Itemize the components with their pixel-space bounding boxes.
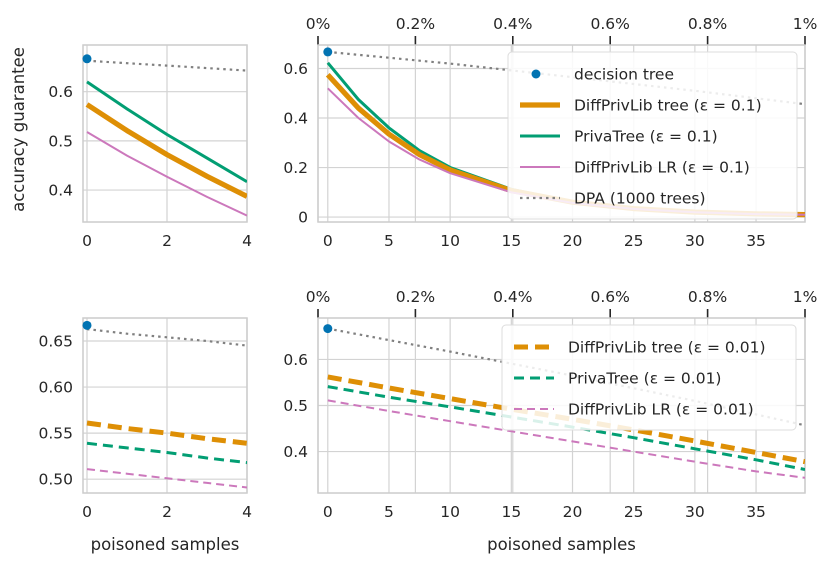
y-tick-label: 0.65 [38, 333, 73, 351]
top-tick-label: 0% [306, 15, 331, 33]
top-tick-label: 0.2% [396, 15, 435, 33]
x-tick-label: 35 [746, 232, 766, 250]
x-tick-label: 0 [323, 232, 333, 250]
series-diffprivlib-lr-eps-0-01 [327, 399, 805, 479]
y-tick-label: 0.6 [48, 83, 73, 101]
x-axis-label: poisoned samples [487, 535, 636, 554]
legend-label: DPA (1000 trees) [574, 190, 706, 208]
legend-item-privatree-eps-0-01: PrivaTree (ε = 0.01) [514, 370, 721, 388]
y-tick-label: 0.4 [283, 443, 308, 461]
x-tick-label: 35 [746, 503, 766, 521]
x-tick-label: 10 [440, 503, 460, 521]
x-tick-label: 15 [501, 232, 521, 250]
legend-item-diffprivlib-lr-eps-0-01: DiffPrivLib LR (ε = 0.01) [514, 401, 754, 419]
top-tick-label: 0% [306, 288, 331, 306]
top-tick-label: 0.2% [396, 288, 435, 306]
plot-frame [317, 44, 806, 223]
y-tick-label: 0 [298, 209, 308, 227]
x-tick-label: 2 [162, 503, 172, 521]
x-tick-label: 4 [242, 503, 252, 521]
x-tick-label: 4 [242, 232, 252, 250]
x-tick-label: 25 [624, 232, 644, 250]
top-tick-label: 1% [793, 288, 818, 306]
plot-frame [317, 317, 806, 494]
legend-item-diffprivlib-lr-eps-0-1: DiffPrivLib LR (ε = 0.1) [520, 159, 750, 177]
x-tick-label: 5 [384, 503, 394, 521]
legend: decision tree DiffPrivLib tree (ε = 0.1) P… [507, 51, 798, 220]
decision-tree-marker [82, 54, 92, 64]
top-tick-label: 0.4% [493, 288, 532, 306]
decision-tree-marker [82, 320, 92, 330]
y-axis-label: accuracy guarantee [9, 47, 28, 212]
legend-item-diffprivlib-tree-eps-0-1: DiffPrivLib tree (ε = 0.1) [520, 97, 762, 115]
legend-label: PrivaTree (ε = 0.1) [574, 128, 718, 146]
y-tick-label: 0.2 [283, 159, 308, 177]
y-tick-label: 0.60 [38, 379, 73, 397]
panel-bottom-right: 0% 0.2% 0.4% 0.6% 0.8% 1% 0 5 10 15 20 25 30 35 0.4 0.5… [283, 288, 817, 554]
legend-label: DiffPrivLib tree (ε = 0.01) [568, 339, 766, 357]
x-tick-label: 0 [323, 503, 333, 521]
series-privatree-eps-0-1 [86, 80, 247, 183]
legend-item-diffprivlib-tree-eps-0-01: DiffPrivLib tree (ε = 0.01) [514, 339, 766, 357]
top-tick-label: 0.4% [493, 15, 532, 33]
decision-tree-marker [323, 324, 333, 334]
top-tick-label: 1% [793, 15, 818, 33]
x-tick-label: 0 [82, 232, 92, 250]
legend-label: DiffPrivLib tree (ε = 0.1) [574, 97, 762, 115]
top-tick-label: 0.6% [591, 288, 630, 306]
legend-box [507, 51, 798, 220]
y-tick-label: 0.4 [283, 110, 308, 128]
x-tick-label: 5 [384, 232, 394, 250]
panel-top-left: 0 2 4 0.4 0.5 0.6 accuracy guarantee [9, 44, 252, 250]
decision-tree-marker [323, 47, 333, 57]
top-tick-label: 0.8% [688, 15, 727, 33]
x-tick-label: 15 [501, 503, 521, 521]
series-dpa-1000-trees [86, 328, 247, 347]
x-tick-label: 20 [563, 503, 583, 521]
series-privatree-eps-0-01 [86, 441, 247, 465]
legend-item-privatree-eps-0-1: PrivaTree (ε = 0.1) [520, 128, 718, 146]
x-tick-label: 2 [162, 232, 172, 250]
legend-label: DiffPrivLib LR (ε = 0.1) [574, 159, 750, 177]
legend: DiffPrivLib tree (ε = 0.01) PrivaTree (ε … [501, 324, 797, 431]
y-tick-label: 0.6 [283, 60, 308, 78]
x-tick-label: 30 [685, 503, 705, 521]
panel-bottom-left: 0 2 4 0.50 0.55 0.60 0.65 poisoned samples [38, 317, 252, 554]
series-diffprivlib-lr-eps-0-1 [86, 131, 247, 217]
x-tick-label: 0 [82, 503, 92, 521]
legend-label: decision tree [574, 66, 674, 84]
series-dpa-1000-trees [86, 59, 247, 72]
panel-top-right: 0% 0.2% 0.4% 0.6% 0.8% 1% 0 5 10 15 20 25 30 35 0 0.2 0.… [283, 15, 817, 250]
y-tick-label: 0.6 [283, 351, 308, 369]
legend-item-dpa-1000-trees: DPA (1000 trees) [520, 190, 706, 208]
x-tick-label: 30 [685, 232, 705, 250]
y-tick-label: 0.55 [38, 425, 73, 443]
top-tick-label: 0.6% [591, 15, 630, 33]
y-tick-label: 0.4 [48, 182, 73, 200]
plot-frame [82, 317, 248, 494]
top-tick-label: 0.8% [688, 288, 727, 306]
x-tick-label: 25 [624, 503, 644, 521]
legend-marker-decision-tree [531, 69, 541, 79]
x-axis-label: poisoned samples [91, 535, 240, 554]
series-diffprivlib-tree-eps-0-1 [85, 102, 247, 199]
legend-box [501, 324, 797, 431]
plot-frame [82, 44, 248, 223]
legend-item-decision-tree: decision tree [531, 66, 674, 84]
x-tick-label: 20 [563, 232, 583, 250]
x-tick-label: 10 [440, 232, 460, 250]
series-diffprivlib-lr-eps-0-01 [86, 468, 247, 489]
legend-label: PrivaTree (ε = 0.01) [568, 370, 721, 388]
series-diffprivlib-tree-eps-0-01 [86, 420, 247, 446]
y-tick-label: 0.50 [38, 471, 73, 489]
legend-label: DiffPrivLib LR (ε = 0.01) [568, 401, 754, 419]
y-tick-label: 0.5 [283, 397, 308, 415]
y-tick-label: 0.5 [48, 132, 73, 150]
